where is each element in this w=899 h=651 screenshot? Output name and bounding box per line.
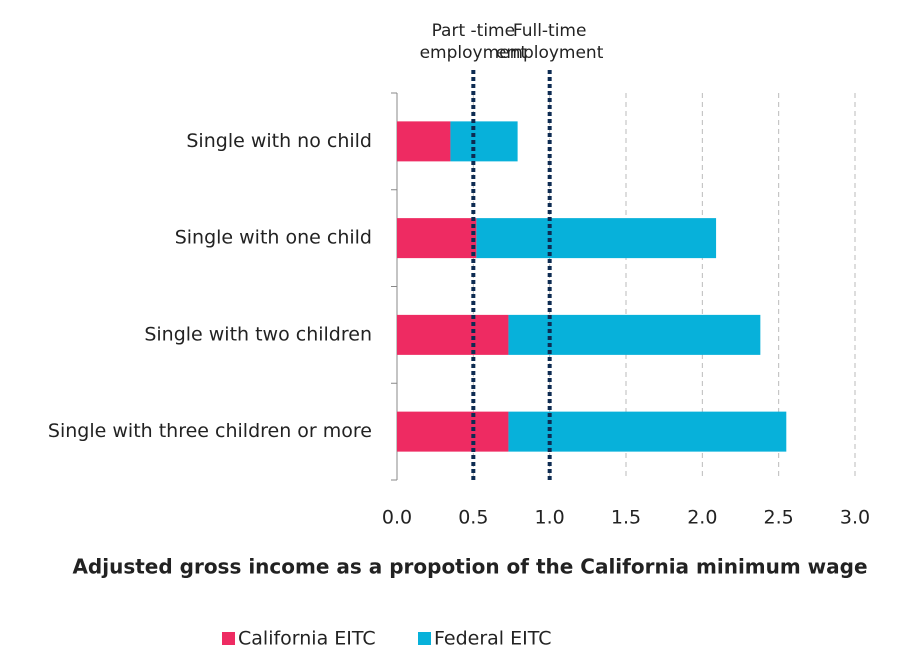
bar-segment	[397, 218, 477, 259]
x-tick-label: 0.0	[382, 507, 412, 529]
reference-label: employment	[420, 43, 528, 63]
bar-segment	[397, 314, 509, 355]
y-tick-label: Single with one child	[175, 227, 372, 249]
x-tick-label: 0.5	[458, 507, 488, 529]
x-tick-label: 3.0	[840, 507, 870, 529]
x-tick-label: 2.5	[764, 507, 794, 529]
x-axis-title: Adjusted gross income as a propotion of …	[72, 555, 867, 579]
bar-segment	[450, 121, 518, 162]
bar-segment	[397, 411, 509, 452]
reference-label: employment	[496, 43, 604, 63]
bar-segment	[508, 314, 761, 355]
y-tick-label: Single with three children or more	[48, 420, 372, 442]
bar-segment	[476, 218, 717, 259]
reference-label: Part -time	[432, 21, 516, 41]
x-tick-label: 1.0	[535, 507, 565, 529]
legend-swatch	[418, 632, 431, 645]
y-tick-label: Single with no child	[186, 130, 372, 152]
legend-swatch	[222, 632, 235, 645]
x-tick-label: 1.5	[611, 507, 641, 529]
x-tick-label: 2.0	[687, 507, 717, 529]
reference-label: Full-time	[513, 21, 587, 41]
legend-label: Federal EITC	[434, 628, 551, 650]
bar-segment	[508, 411, 787, 452]
legend-label: California EITC	[238, 628, 376, 650]
bar-segment	[397, 121, 451, 162]
y-tick-label: Single with two children	[144, 323, 372, 345]
